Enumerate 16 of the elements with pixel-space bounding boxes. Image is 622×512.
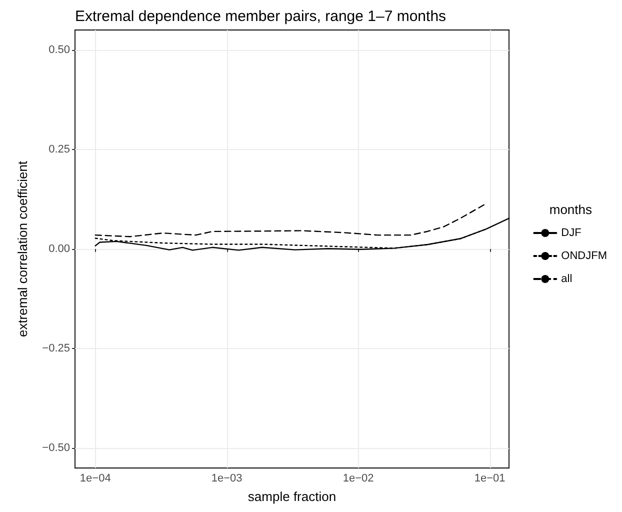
legend-label: DJF xyxy=(561,227,582,239)
legend-label: all xyxy=(561,273,572,285)
y-tick-label: −0.25 xyxy=(42,342,70,355)
y-axis-title: extremal correlation coefficient xyxy=(15,160,30,338)
y-tick-label: 0.00 xyxy=(48,243,70,255)
x-tick-label: 1e−03 xyxy=(211,472,242,484)
y-tick-label: −0.50 xyxy=(42,442,70,454)
x-tick-label: 1e−02 xyxy=(342,472,374,484)
legend-label: ONDJFM xyxy=(561,250,607,262)
y-tick-label: 0.25 xyxy=(48,143,70,156)
x-tick-label: 1e−01 xyxy=(474,472,506,484)
chart-title: Extremal dependence member pairs, range 1–7 months xyxy=(75,8,446,25)
y-tick-label: 0.50 xyxy=(48,44,70,56)
x-tick-label: 1e−04 xyxy=(80,472,111,484)
legend-title: months xyxy=(549,202,592,217)
x-axis-title: sample fraction xyxy=(248,489,336,504)
